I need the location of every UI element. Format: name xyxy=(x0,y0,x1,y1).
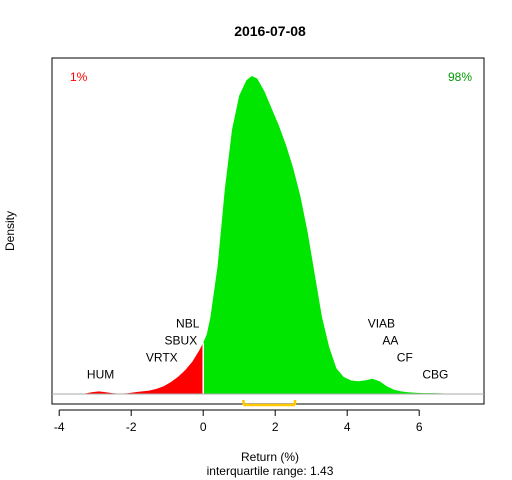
x-tick-label: -4 xyxy=(54,420,65,434)
density-areas xyxy=(84,76,459,394)
left-tail-area xyxy=(84,342,204,394)
x-tick-label: 2 xyxy=(272,420,279,434)
right-body-area xyxy=(203,76,459,394)
x-tick-label: 4 xyxy=(344,420,351,434)
iqr-subtitle: interquartile range: 1.43 xyxy=(207,464,334,478)
chart-title: 2016-07-08 xyxy=(234,23,306,39)
x-tick-label: 6 xyxy=(416,420,423,434)
left-tail-percent: 1% xyxy=(70,70,88,84)
ticker-label: HUM xyxy=(87,368,114,382)
x-tick-label: -2 xyxy=(126,420,137,434)
ticker-label: SBUX xyxy=(165,334,198,348)
ticker-label: CF xyxy=(397,351,413,365)
ticker-label: AA xyxy=(382,334,398,348)
x-tick-label: 0 xyxy=(200,420,207,434)
x-axis-label: Return (%) xyxy=(241,450,299,464)
iqr-bracket xyxy=(242,400,297,407)
ticker-label: VIAB xyxy=(368,316,395,330)
ticker-label: NBL xyxy=(176,316,200,330)
x-axis: -4 -2 0 2 4 6 xyxy=(54,409,423,434)
ticker-labels: HUM VRTX SBUX NBL VIAB AA CF CBG xyxy=(87,316,448,381)
ticker-label: CBG xyxy=(422,368,448,382)
ticker-label: VRTX xyxy=(146,351,178,365)
y-axis-label: Density xyxy=(3,211,17,251)
right-tail-percent: 98% xyxy=(448,70,472,84)
